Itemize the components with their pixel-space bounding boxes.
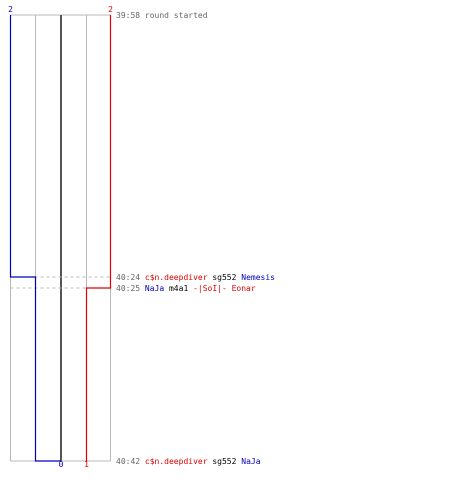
event-row: 40:24 c$n.deepdiver sg552 Nemesis — [116, 273, 275, 282]
event-time: 40:25 — [116, 284, 145, 293]
event-text: c$n.deepdiver — [145, 457, 208, 466]
red-start-count: 2 — [108, 5, 113, 14]
red-trace — [85, 15, 112, 461]
event-text: m4a1 — [164, 284, 193, 293]
event-text: sg552 — [208, 273, 242, 282]
event-row: 39:58 round started — [116, 11, 208, 20]
event-text: round started — [145, 11, 208, 20]
event-time: 39:58 — [116, 11, 145, 20]
event-row: 40:42 c$n.deepdiver sg552 NaJa — [116, 457, 261, 466]
event-time: 40:24 — [116, 273, 145, 282]
event-text: NaJa — [241, 457, 260, 466]
red-end-count: 1 — [84, 460, 89, 469]
event-time: 40:42 — [116, 457, 145, 466]
timeline-grid — [10, 14, 111, 462]
blue-end-count: 0 — [59, 460, 64, 469]
team-traces — [9, 15, 112, 462]
event-text: -|SoI|- Eonar — [193, 284, 256, 293]
event-row: 40:25 NaJa m4a1 -|SoI|- Eonar — [116, 284, 256, 293]
event-text: sg552 — [208, 457, 242, 466]
event-text: c$n.deepdiver — [145, 273, 208, 282]
event-log: 39:58 round started 40:24 c$n.deepdiver s… — [116, 11, 275, 466]
event-text: NaJa — [145, 284, 164, 293]
blue-trace — [9, 15, 61, 462]
event-text: Nemesis — [241, 273, 275, 282]
blue-start-count: 2 — [8, 5, 13, 14]
